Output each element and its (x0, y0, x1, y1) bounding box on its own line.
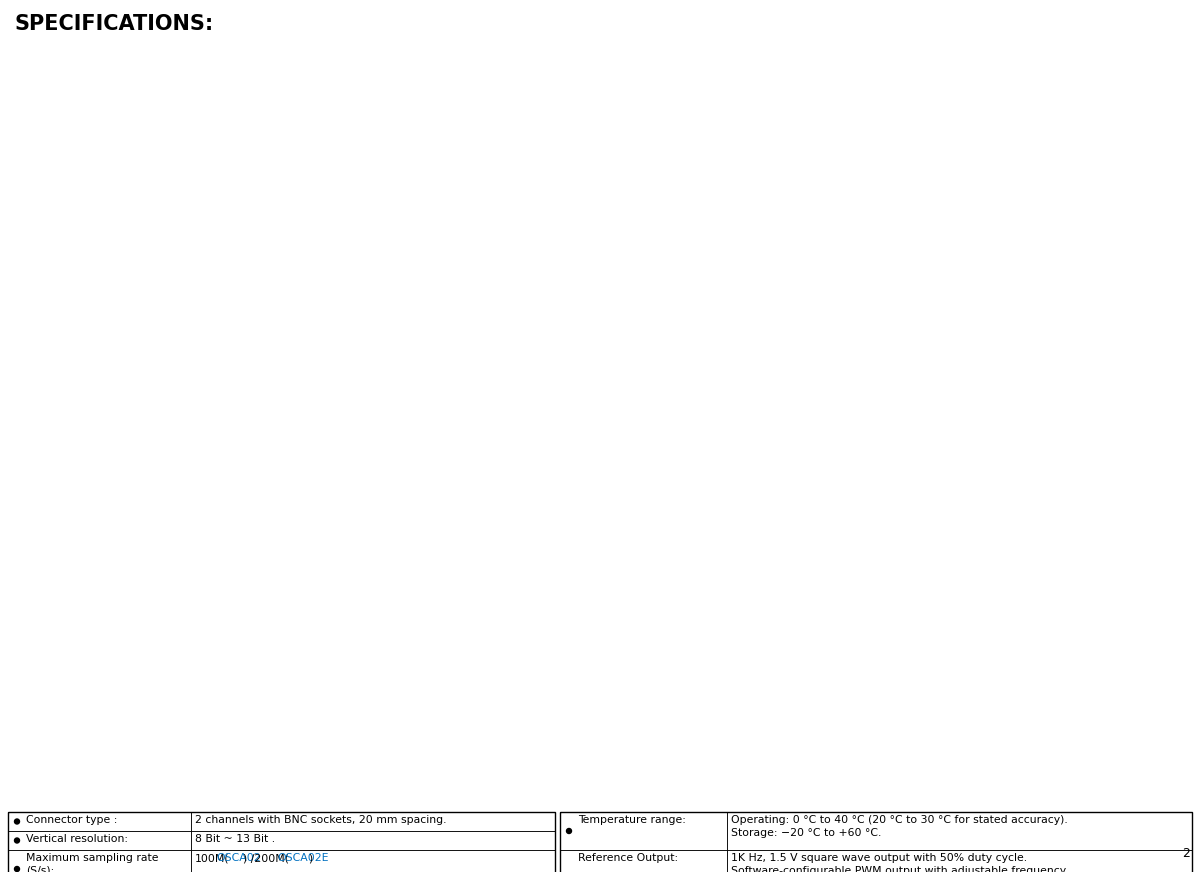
Circle shape (566, 828, 571, 834)
Bar (8, 831, 191, 850)
Bar (560, 812, 1192, 872)
Bar (191, 812, 554, 831)
Text: 8 Bit ~ 13 Bit .: 8 Bit ~ 13 Bit . (194, 834, 275, 844)
Text: ): ) (308, 853, 312, 863)
Text: Vertical resolution:: Vertical resolution: (26, 834, 128, 844)
Text: OSCA02: OSCA02 (217, 853, 262, 863)
Text: 2 channels with BNC sockets, 20 mm spacing.: 2 channels with BNC sockets, 20 mm spaci… (194, 815, 446, 825)
Circle shape (14, 867, 19, 871)
Text: SPECIFICATIONS:: SPECIFICATIONS: (14, 14, 214, 34)
Bar (727, 812, 1192, 850)
Text: 2: 2 (1182, 847, 1190, 860)
Text: Operating: 0 °C to 40 °C (20 °C to 30 °C for stated accuracy).
Storage: −20 °C t: Operating: 0 °C to 40 °C (20 °C to 30 °C… (731, 815, 1068, 838)
Bar (560, 850, 727, 872)
Bar (8, 812, 554, 872)
Text: OSCA02E: OSCA02E (277, 853, 329, 863)
Text: 1K Hz, 1.5 V square wave output with 50% duty cycle.
Software-configurable PWM o: 1K Hz, 1.5 V square wave output with 50%… (731, 853, 1066, 872)
Bar (191, 831, 554, 850)
Bar (727, 850, 1192, 872)
Text: Maximum sampling rate
(S/s):: Maximum sampling rate (S/s): (26, 853, 158, 872)
Text: Reference Output:: Reference Output: (578, 853, 678, 863)
Bar (560, 812, 727, 850)
Circle shape (14, 819, 19, 824)
Bar (8, 812, 191, 831)
Bar (8, 850, 191, 872)
Text: Connector type :: Connector type : (26, 815, 118, 825)
Text: Temperature range:: Temperature range: (578, 815, 686, 825)
Bar (191, 850, 554, 872)
Text: 100M(: 100M( (194, 853, 229, 863)
Circle shape (14, 838, 19, 843)
Text: ) /200M(: ) /200M( (242, 853, 289, 863)
